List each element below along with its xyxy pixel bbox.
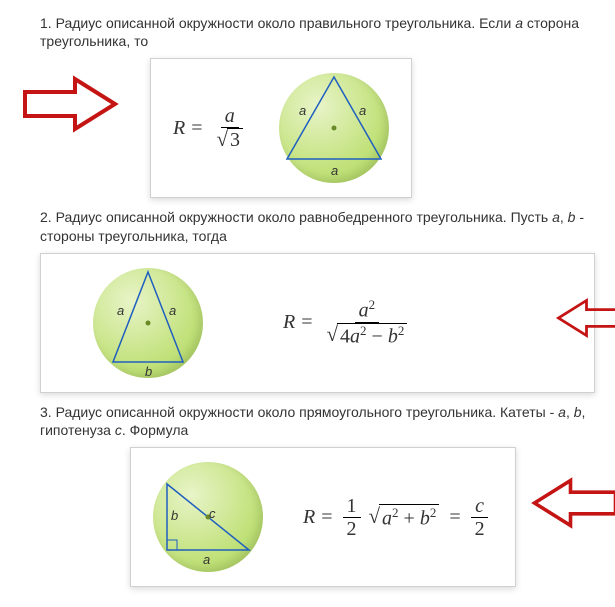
panel-2: a a b R = a2 √ 4a2 − b2 — [40, 253, 595, 393]
fraction-2: a2 √ 4a2 − b2 — [323, 298, 412, 347]
arrow-left-icon — [530, 473, 615, 533]
formula-3: R = 1 2 √ a2 + b2 = c 2 — [303, 495, 493, 540]
denominator-2: √ 4a2 − b2 — [323, 323, 412, 348]
equals-sign: = — [321, 506, 332, 529]
panel-1: R = a √3 a a a — [150, 58, 412, 198]
intro-1-var: a — [515, 15, 523, 31]
label-a-bottom: a — [331, 163, 338, 178]
fraction-1: a √3 — [213, 105, 248, 151]
equals-sign: = — [301, 311, 312, 334]
section-isosceles: 2. Радиус описанной окружности около рав… — [10, 208, 605, 392]
label-a-right: a — [359, 103, 366, 118]
sqrt-term: √ a2 + b2 — [369, 504, 440, 531]
formula-2-lhs: R — [283, 311, 295, 334]
intro-2-mid: , — [560, 209, 568, 225]
label-a-right: a — [169, 303, 176, 318]
label-a-left: a — [117, 303, 124, 318]
center-dot — [146, 320, 151, 325]
intro-3-var1: a — [558, 404, 566, 420]
intro-2-prefix: 2. Радиус описанной окружности около рав… — [40, 209, 552, 225]
circle-diagram-3: b c a — [153, 462, 263, 572]
circle-diagram-2: a a b — [93, 268, 203, 378]
intro-3-prefix: 3. Радиус описанной окружности около пря… — [40, 404, 558, 420]
formula-2: R = a2 √ 4a2 − b2 — [283, 298, 415, 347]
label-a: a — [203, 552, 210, 567]
equals-sign: = — [449, 506, 460, 529]
intro-2-var1: a — [552, 209, 560, 225]
label-a-left: a — [299, 103, 306, 118]
intro-3-var2: b — [574, 404, 582, 420]
numerator-1: a — [221, 105, 239, 128]
circle-diagram-1: a a a — [279, 73, 389, 183]
arrow-left-icon — [555, 288, 615, 348]
label-b-bottom: b — [145, 364, 152, 379]
section-right-triangle: 3. Радиус описанной окружности около пря… — [10, 403, 605, 587]
arrow-right-icon — [20, 74, 120, 134]
intro-1-prefix: 1. Радиус описанной окружности около пра… — [40, 15, 515, 31]
section-equilateral: 1. Радиус описанной окружности около пра… — [10, 14, 605, 198]
label-b: b — [171, 508, 178, 523]
intro-3-suffix: . Формула — [122, 422, 188, 438]
half-fraction: 1 2 — [343, 495, 361, 540]
intro-3-mid1: , — [566, 404, 574, 420]
denominator-1: √3 — [213, 128, 248, 151]
formula-1: R = a √3 — [173, 105, 251, 151]
panel-3: b c a R = 1 2 √ a2 + b2 = c 2 — [130, 447, 516, 587]
numerator-2: a2 — [355, 298, 380, 323]
formula-1-lhs: R — [173, 117, 185, 140]
center-dot — [332, 126, 337, 131]
intro-3-var3: c — [115, 422, 122, 438]
label-c: c — [209, 506, 216, 521]
intro-text-2: 2. Радиус описанной окружности около рав… — [40, 208, 605, 244]
c-over-2: c 2 — [471, 495, 489, 540]
intro-text-3: 3. Радиус описанной окружности около пря… — [40, 403, 605, 439]
formula-3-lhs: R — [303, 506, 315, 529]
intro-text-1: 1. Радиус описанной окружности около пра… — [40, 14, 605, 50]
equals-sign: = — [191, 117, 202, 140]
